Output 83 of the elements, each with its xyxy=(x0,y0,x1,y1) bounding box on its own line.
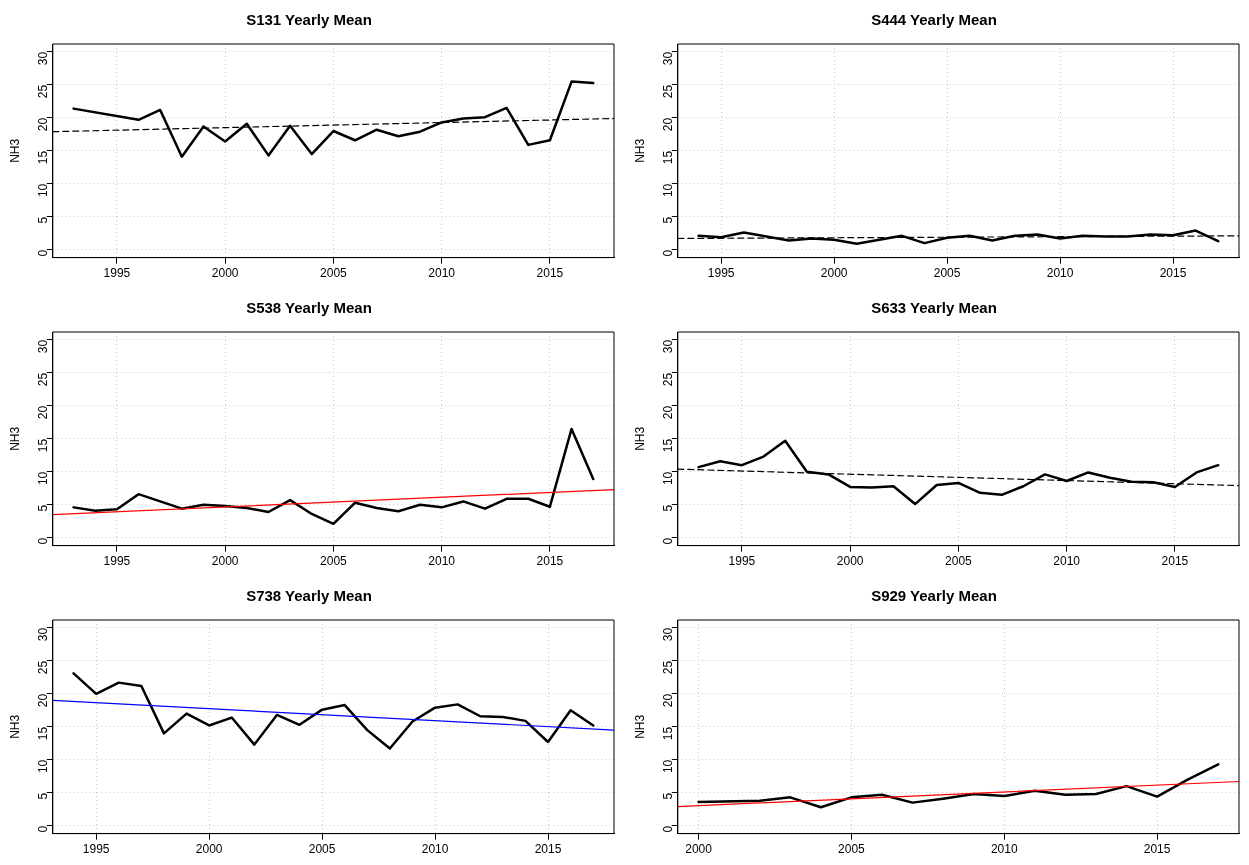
y-tick-label: 20 xyxy=(661,405,676,420)
x-tick-label: 2005 xyxy=(308,842,336,857)
y-tick-label: 30 xyxy=(36,627,51,642)
x-tick-label: 2005 xyxy=(320,554,348,569)
x-tick-label: 2000 xyxy=(820,266,848,281)
chart-title: S538 Yearly Mean xyxy=(246,299,372,317)
chart-title: S633 Yearly Mean xyxy=(871,299,997,317)
y-tick-label: 10 xyxy=(36,759,51,774)
x-tick-label: 2000 xyxy=(685,842,713,857)
y-tick-label: 0 xyxy=(661,249,676,257)
y-tick-label: 15 xyxy=(36,150,51,165)
y-tick-label: 20 xyxy=(36,693,51,708)
x-tick-label: 1995 xyxy=(103,554,131,569)
chart-title: S131 Yearly Mean xyxy=(246,11,372,29)
y-tick-label: 0 xyxy=(36,249,51,257)
x-tick-label: 2015 xyxy=(1159,266,1187,281)
y-tick-label: 5 xyxy=(661,504,676,512)
y-tick-label: 30 xyxy=(661,627,676,642)
y-tick-label: 30 xyxy=(661,339,676,354)
y-tick-label: 30 xyxy=(36,339,51,354)
x-tick-label: 2010 xyxy=(1046,266,1074,281)
y-tick-label: 5 xyxy=(661,216,676,224)
y-tick-label: 10 xyxy=(661,471,676,486)
y-tick-label: 15 xyxy=(36,726,51,741)
y-tick-label: 10 xyxy=(661,183,676,198)
x-tick-label: 2005 xyxy=(320,266,348,281)
x-tick-label: 2000 xyxy=(195,842,223,857)
x-tick-label: 2000 xyxy=(211,266,239,281)
y-axis-title: NH3 xyxy=(7,426,22,451)
y-tick-label: 10 xyxy=(661,759,676,774)
x-tick-label: 2015 xyxy=(1143,842,1171,857)
x-tick-label: 2000 xyxy=(211,554,239,569)
x-tick-label: 2005 xyxy=(933,266,961,281)
chart-title: S444 Yearly Mean xyxy=(871,11,997,29)
y-axis-title: NH3 xyxy=(632,138,647,163)
y-axis-title: NH3 xyxy=(632,714,647,739)
y-tick-label: 25 xyxy=(661,660,676,675)
x-tick-label: 1995 xyxy=(103,266,131,281)
y-tick-label: 0 xyxy=(661,825,676,833)
y-tick-label: 5 xyxy=(661,792,676,800)
y-tick-label: 25 xyxy=(661,372,676,387)
x-tick-label: 2010 xyxy=(421,842,449,857)
chart-title: S738 Yearly Mean xyxy=(246,587,372,605)
y-tick-label: 15 xyxy=(661,438,676,453)
y-tick-label: 0 xyxy=(36,825,51,833)
x-tick-label: 2015 xyxy=(536,554,564,569)
y-tick-label: 20 xyxy=(36,405,51,420)
x-tick-label: 1995 xyxy=(82,842,110,857)
y-tick-label: 30 xyxy=(36,51,51,66)
y-tick-label: 25 xyxy=(36,372,51,387)
y-axis-title: NH3 xyxy=(632,426,647,451)
y-tick-label: 15 xyxy=(36,438,51,453)
y-tick-label: 15 xyxy=(661,150,676,165)
x-tick-label: 2015 xyxy=(534,842,562,857)
y-tick-label: 0 xyxy=(661,537,676,545)
x-tick-label: 2000 xyxy=(836,554,864,569)
x-tick-label: 2005 xyxy=(945,554,973,569)
x-tick-label: 2010 xyxy=(428,554,456,569)
x-tick-label: 2015 xyxy=(536,266,564,281)
y-tick-label: 5 xyxy=(36,792,51,800)
y-axis-title: NH3 xyxy=(7,714,22,739)
y-tick-label: 25 xyxy=(36,660,51,675)
y-tick-label: 5 xyxy=(36,504,51,512)
chart-title: S929 Yearly Mean xyxy=(871,587,997,605)
y-tick-label: 10 xyxy=(36,183,51,198)
x-tick-label: 1995 xyxy=(707,266,735,281)
x-tick-label: 2010 xyxy=(1053,554,1081,569)
y-tick-label: 30 xyxy=(661,51,676,66)
y-tick-label: 15 xyxy=(661,726,676,741)
y-tick-label: 20 xyxy=(661,117,676,132)
x-tick-label: 2005 xyxy=(838,842,866,857)
y-axis-title: NH3 xyxy=(7,138,22,163)
y-tick-label: 10 xyxy=(36,471,51,486)
y-tick-label: 20 xyxy=(36,117,51,132)
x-tick-label: 2010 xyxy=(990,842,1018,857)
x-tick-label: 2010 xyxy=(428,266,456,281)
x-tick-label: 2015 xyxy=(1161,554,1189,569)
y-tick-label: 20 xyxy=(661,693,676,708)
y-tick-label: 25 xyxy=(661,84,676,99)
x-tick-label: 1995 xyxy=(728,554,756,569)
y-tick-label: 0 xyxy=(36,537,51,545)
y-tick-label: 5 xyxy=(36,216,51,224)
y-tick-label: 25 xyxy=(36,84,51,99)
